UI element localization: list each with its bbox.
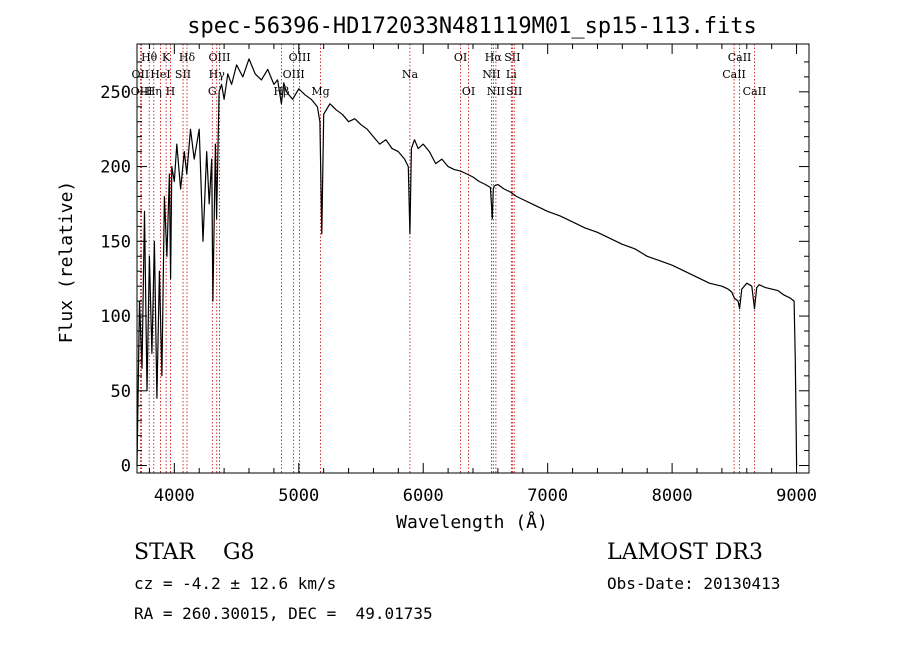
x-tick-label-8000: 8000 (652, 486, 693, 506)
line-label-21: NII (482, 68, 500, 81)
line-label-19: Hα (485, 51, 503, 64)
line-label-7: H (166, 85, 176, 98)
line-label-13: OIII (283, 68, 305, 81)
x-tick-label-6000: 6000 (403, 486, 444, 506)
chart-title: spec-56396-HD172033N481119M01_sp15-113.f… (187, 14, 757, 39)
survey-name: LAMOST DR3 (607, 540, 763, 565)
line-label-4: HeI (150, 68, 170, 81)
line-label-16: Na (402, 68, 419, 81)
y-tick-label-100: 100 (100, 307, 131, 327)
x-tick-label-4000: 4000 (154, 486, 195, 506)
line-label-0: Hθ (141, 51, 158, 64)
line-label-20: SII (504, 51, 520, 64)
line-label-8: Hδ (179, 51, 196, 64)
flux-series (136, 58, 798, 466)
x-tick-label-7000: 7000 (527, 486, 568, 506)
y-tick-label-150: 150 (100, 232, 131, 252)
line-label-9: OIII (208, 51, 230, 64)
y-tick-label-0: 0 (121, 457, 131, 477)
line-label-11: G (208, 85, 217, 98)
line-label-14: Hβ (274, 85, 290, 98)
line-label-18: OI (462, 85, 475, 98)
line-label-10: Hγ (209, 68, 226, 81)
line-label-22: Li (506, 68, 517, 81)
coordinates-readout: RA = 260.30015, DEC = 49.01735 (134, 604, 433, 623)
line-label-12: OIII (289, 51, 311, 64)
y-axis-label: Flux (relative) (56, 181, 77, 344)
axis-ticks: 4000 5000 6000 7000 8000 9000 0 50 100 150 200 250 (100, 44, 817, 506)
line-label-15: Mg (311, 85, 329, 98)
series-line-0 (136, 58, 798, 466)
y-tick-label-50: 50 (111, 382, 131, 402)
plot-frame (136, 43, 810, 474)
y-tick-label-250: 250 (100, 83, 131, 103)
x-axis-label: Wavelength (Å) (396, 511, 548, 533)
line-label-23: NII (487, 85, 505, 98)
line-label-3: K (162, 51, 171, 64)
line-label-1: OII (132, 68, 150, 81)
line-label-5: Hη (146, 85, 162, 98)
line-label-6: SII (175, 68, 191, 81)
line-label-17: OI (454, 51, 467, 64)
redshift-readout: cz = -4.2 ± 12.6 km/s (134, 574, 337, 593)
observation-date: Obs-Date: 20130413 (607, 574, 781, 593)
x-tick-label-9000: 9000 (776, 486, 817, 506)
y-tick-label-200: 200 (100, 158, 131, 178)
line-label-27: CaII (743, 85, 767, 98)
line-label-24: SII (506, 85, 522, 98)
object-class: STAR G8 (134, 540, 255, 565)
line-label-25: CaII (728, 51, 752, 64)
x-tick-label-5000: 5000 (278, 486, 319, 506)
line-label-26: CaII (722, 68, 746, 81)
